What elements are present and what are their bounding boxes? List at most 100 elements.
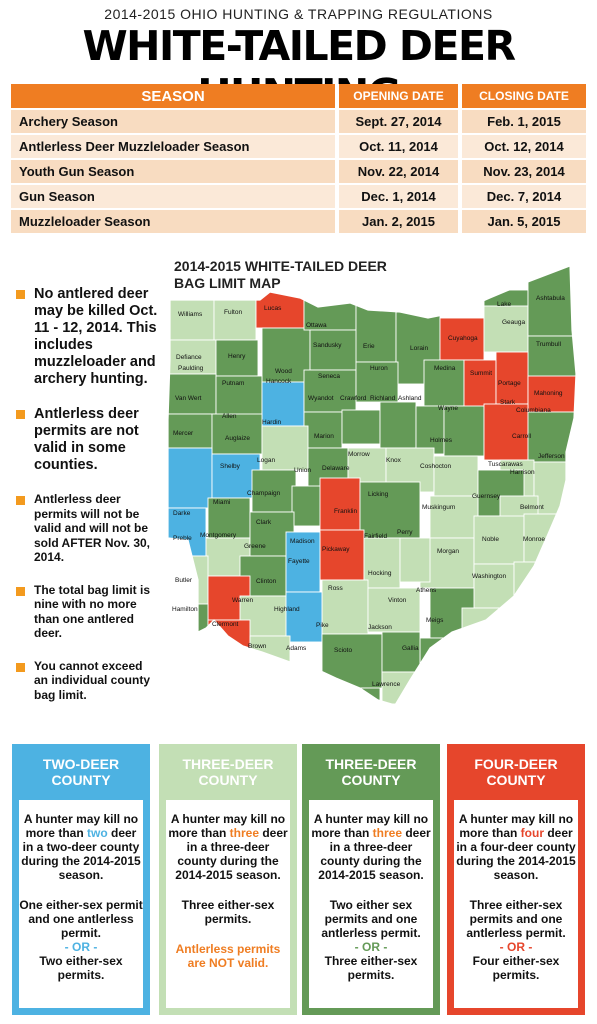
county-cuyahoga [439, 317, 485, 361]
county-butler [168, 603, 209, 649]
note-item: No antlered deer may be killed Oct. 11 -… [16, 286, 158, 388]
legend-permits: One either-sex permit and one antlerless… [19, 898, 143, 940]
county-highland [249, 675, 303, 705]
county-geauga [483, 305, 529, 353]
desc-post: deer in a two-deer county during the 201… [21, 826, 141, 882]
county-clinton [249, 635, 291, 677]
header-season: SEASON [11, 84, 335, 108]
county-mercer [168, 447, 213, 509]
county-athens [419, 637, 473, 687]
county-ross [321, 633, 383, 689]
county-van-wert [168, 413, 213, 449]
note-item: Antlerless deer permits will not be vali… [16, 492, 158, 565]
county-allen [211, 413, 263, 455]
desc-pre: A hunter may kill no more than [168, 812, 286, 840]
legend-permits: Three either-sex permits and one antlerl… [466, 898, 566, 940]
desc-highlight: four [520, 826, 544, 840]
county-columbiana [527, 411, 576, 463]
county-richland [379, 401, 417, 449]
county-ashland [415, 405, 445, 455]
county-madison [285, 531, 321, 593]
county-hardin [261, 425, 309, 471]
county-lucas [255, 291, 305, 329]
county-monroe [513, 561, 559, 609]
season-name: Archery Season [11, 108, 335, 133]
legend-description: A hunter may kill no more than four deer… [454, 812, 578, 882]
note-item: You cannot exceed an individual county b… [16, 659, 158, 703]
table-header-row: SEASON OPENING DATE CLOSING DATE [11, 84, 586, 108]
alt-rest: either-sex permits. [347, 954, 418, 982]
note-item: Antlerless deer permits are not valid in… [16, 406, 158, 474]
legend-title-line2: COUNTY [51, 772, 111, 788]
county-portage [495, 351, 529, 405]
county-fulton [213, 297, 257, 341]
county-paulding [168, 373, 217, 415]
desc-post: deer in a four-deer county during the 20… [456, 826, 576, 882]
county-darke [168, 507, 207, 557]
bullet-square-icon [16, 662, 25, 672]
legend-or: - OR - [354, 940, 388, 954]
season-dates-table: SEASON OPENING DATE CLOSING DATE Archery… [11, 84, 586, 233]
legend-title-line1: TWO-DEER [42, 756, 120, 772]
county-washington [461, 607, 517, 649]
county-lawrence [379, 703, 421, 705]
county-perry [399, 537, 431, 583]
map-title: 2014-2015 WHITE-TAILED DEER BAG LIMIT MA… [174, 258, 387, 292]
legend-description: A hunter may kill no more than two deer … [19, 812, 143, 882]
county-ashtabula [527, 266, 575, 337]
alt-strong: Four [472, 954, 500, 968]
opening-date: Dec. 1, 2014 [335, 183, 458, 208]
county-stark [483, 403, 529, 461]
table-row: Antlerless Deer Muzzleloader Season Oct.… [11, 133, 586, 158]
opening-date: Jan. 2, 2015 [335, 208, 458, 233]
note-text: You cannot exceed an individual county b… [34, 658, 151, 702]
county-belmont [523, 513, 569, 563]
desc-pre: A hunter may kill no more than [458, 812, 574, 840]
legend-three-deer-light: THREE-DEER COUNTY A hunter may kill no m… [159, 744, 297, 1015]
county-wyandot [303, 411, 343, 449]
legend-permits: Two either sex permits and one antlerles… [321, 898, 421, 940]
legend-body: A hunter may kill no more than three dee… [309, 800, 433, 1008]
county-guernsey [473, 515, 525, 565]
county-franklin [319, 529, 365, 581]
legend-title: THREE-DEER COUNTY [302, 744, 440, 800]
county-medina [423, 359, 465, 407]
header-closing-date: CLOSING DATE [458, 84, 586, 108]
bullet-square-icon [16, 290, 25, 299]
legend-title-line2: COUNTY [486, 772, 546, 788]
legend-permits: Three either-sex permits. [181, 898, 275, 926]
county-ottawa [303, 299, 357, 331]
desc-highlight: two [86, 826, 108, 840]
county-noble [473, 563, 515, 609]
legend-description: A hunter may kill no more than three dee… [309, 812, 433, 882]
county-huron [355, 361, 399, 403]
county-brown [237, 675, 275, 705]
desc-pre: A hunter may kill no more than [23, 812, 139, 840]
county-defiance [168, 339, 217, 375]
county-pickaway [321, 579, 369, 635]
legend-or: - OR - [64, 940, 98, 954]
season-name: Youth Gun Season [11, 158, 335, 183]
county-vinton [381, 631, 421, 673]
county-warren [207, 619, 251, 661]
opening-date: Oct. 11, 2014 [335, 133, 458, 158]
legend-title-line1: THREE-DEER [182, 756, 274, 772]
legend-body: A hunter may kill no more than four deer… [454, 800, 578, 1008]
county-delaware [319, 477, 361, 531]
county-adams [273, 689, 331, 705]
bullet-square-icon [16, 410, 25, 419]
county-hamilton [168, 647, 199, 689]
legend-body: A hunter may kill no more than two deer … [19, 800, 143, 1008]
alt-rest: either-sex permits. [492, 954, 560, 982]
legend-title-line1: THREE-DEER [325, 756, 417, 772]
county-trumbull [527, 335, 576, 381]
legend-alt: Two either-sex permits. [19, 954, 143, 982]
county-fayette [285, 591, 323, 643]
desc-post: deer in a three-deer county during the 2… [318, 826, 431, 882]
county-fairfield [363, 537, 401, 589]
county-meigs [471, 645, 517, 701]
map-title-line2: BAG LIMIT MAP [174, 275, 281, 291]
county-clermont [197, 659, 239, 705]
page-supertitle: 2014-2015 OHIO HUNTING & TRAPPING REGULA… [104, 6, 493, 22]
note-text: Antlerless deer permits are not valid in… [34, 406, 139, 473]
